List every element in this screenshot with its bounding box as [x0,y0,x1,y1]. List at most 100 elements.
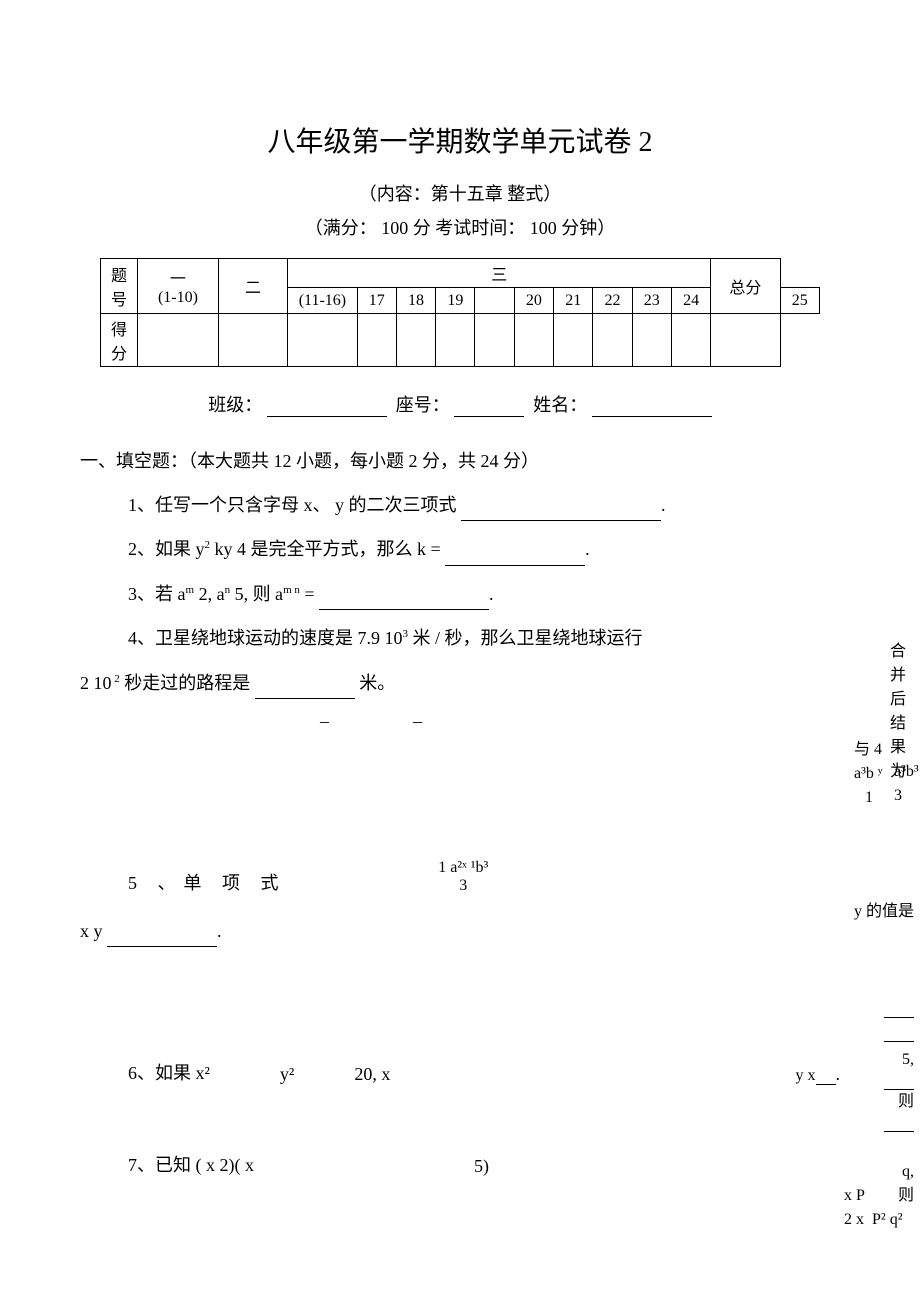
name-label: 姓名： [533,395,587,415]
q5-right-one: 1 [854,786,884,810]
sub-20: 20 [514,288,553,314]
q7-right: q, x P 则 2 x P² q² [844,1160,914,1232]
q5-right-den2: 3 [894,787,902,804]
q7-r3: q, [902,1160,914,1184]
question-2: 2、如果 y2 ky 4 是完全平方式，那么 k = . [128,533,840,565]
q6-a: 6、如果 x² [128,1059,210,1085]
sub-19: 19 [436,288,475,314]
q5-mid-den: 3 [459,877,467,894]
q6-b: y² [280,1064,294,1085]
question-6: 6、如果 x² y² 20, x y x . [128,1059,840,1085]
col-1: 一 (1-10) [137,259,218,314]
question-4: 4、卫星绕地球运动的速度是 7.9 103 米 / 秒，那么卫星绕地球运行 [128,622,840,654]
q5-right-result: a³b³ [894,763,919,780]
q6-blank-r1[interactable] [884,1000,914,1018]
q7-r4: 则 [898,1184,914,1208]
q6-right3: y x [796,1067,816,1085]
col-2: 二 [218,259,287,314]
sub-25: 25 [780,288,819,314]
q5-right-expr: a³b ʸ [854,765,883,782]
q4-a: 4、卫星绕地球运动的速度是 7.9 10 [128,628,403,648]
q3-blank[interactable] [319,592,489,610]
sub-17: 17 [357,288,396,314]
question-3: 3、若 am 2, an 5, 则 am n = . [128,578,840,610]
sub-empty [475,288,514,314]
score-cell [218,314,287,367]
q3-d: = [304,584,314,604]
q6-right: y 的值是 [854,903,914,920]
q6-blank[interactable] [816,1067,836,1085]
score-cell [711,314,780,367]
q6-right2a: 5, [902,1048,914,1072]
q3-a: 3、若 a [128,584,186,604]
q6-blank-r3[interactable] [884,1072,914,1090]
q7-a: 7、已知 ( x 2)( x [128,1151,254,1177]
question-4-cont: 2 10 2 秒走过的路程是 米。 [80,667,840,699]
q7-r1: x P [844,1187,865,1204]
q6-right-1: y 的值是 [854,900,914,924]
q4c-b: 秒走过的路程是 [124,673,255,693]
q6-c: 20, x [354,1064,390,1085]
q5-tail-text: x y [80,921,103,941]
student-fields: 班级： 座号： 姓名： [80,391,840,417]
col-1-label: 一 [170,271,186,288]
exam-title: 八年级第一学期数学单元试卷 2 [80,120,840,160]
score-cell [514,314,553,367]
score-cell [671,314,710,367]
q3-b: 2, a [199,584,225,604]
q5-right-top: 与 4 [854,741,882,758]
exam-meta: （满分： 100 分 考试时间： 100 分钟） [80,214,840,240]
q4-blank[interactable] [255,681,355,699]
score-cell [593,314,632,367]
score-cell [475,314,514,367]
q4-b: 米 / 秒，那么卫星绕地球运行 [413,628,643,648]
sub-24: 24 [671,288,710,314]
spacer: – – [80,711,840,729]
q2-b: ky 4 是完全平方式，那么 k = [215,539,441,559]
question-5: 5 、单 项 式 1 a²ˣ ¹b³ 3 [128,859,840,895]
q7-r5: P² q² [872,1211,903,1228]
q6-right-2: 5, 则 [854,1000,914,1132]
section-1-head: 一、填空题：（本大题共 12 小题，每小题 2 分，共 24 分） [80,447,840,473]
q6-blank-r4[interactable] [884,1114,914,1132]
exam-subtitle: （内容：第十五章 整式） [80,180,840,206]
sub-21: 21 [554,288,593,314]
class-label: 班级： [208,395,262,415]
col-3: 三 [288,259,711,288]
sub-23: 23 [632,288,671,314]
row-label-qno: 题号 [101,259,138,314]
score-cell [436,314,475,367]
row-label-score: 得分 [101,314,138,367]
q5-result-block: a³b³ , 3 [894,760,920,808]
sub-22: 22 [593,288,632,314]
question-1: 1、任写一个只含字母 x、 y 的二次三项式 . [128,489,840,521]
col-2-sub: (11-16) [288,288,357,314]
score-cell [288,314,357,367]
q5-mid-expr: 1 a²ˣ ¹b³ [438,859,488,876]
sub-18: 18 [396,288,435,314]
q5-tail: x y . [80,915,840,947]
q7-r2: 2 x [844,1211,864,1228]
q6-blank-r2[interactable] [884,1024,914,1042]
q4c-a: 2 10 [80,673,112,693]
class-blank[interactable] [267,399,387,417]
q5-mid: 1 a²ˣ ¹b³ 3 [287,859,641,895]
score-cell [632,314,671,367]
q6-right2b: 则 [898,1090,914,1114]
seat-label: 座号： [396,395,450,415]
col-total: 总分 [711,259,780,314]
q5-label: 5 、单 项 式 [128,869,287,895]
q4c-c: 米。 [359,673,395,693]
q5-blank[interactable] [107,929,217,947]
col-1-sub: (1-10) [158,289,198,306]
q1-blank[interactable] [461,503,661,521]
score-table: 题号 一 (1-10) 二 三 总分 (11-16) 17 18 19 20 2… [100,258,820,367]
score-cell [357,314,396,367]
exam-page: 八年级第一学期数学单元试卷 2 （内容：第十五章 整式） （满分： 100 分 … [0,0,920,1233]
q7-b: 5) [474,1156,489,1177]
q2-blank[interactable] [445,548,585,566]
score-cell [137,314,218,367]
seat-blank[interactable] [454,399,524,417]
q2-a: 2、如果 y [128,539,205,559]
name-blank[interactable] [592,399,712,417]
